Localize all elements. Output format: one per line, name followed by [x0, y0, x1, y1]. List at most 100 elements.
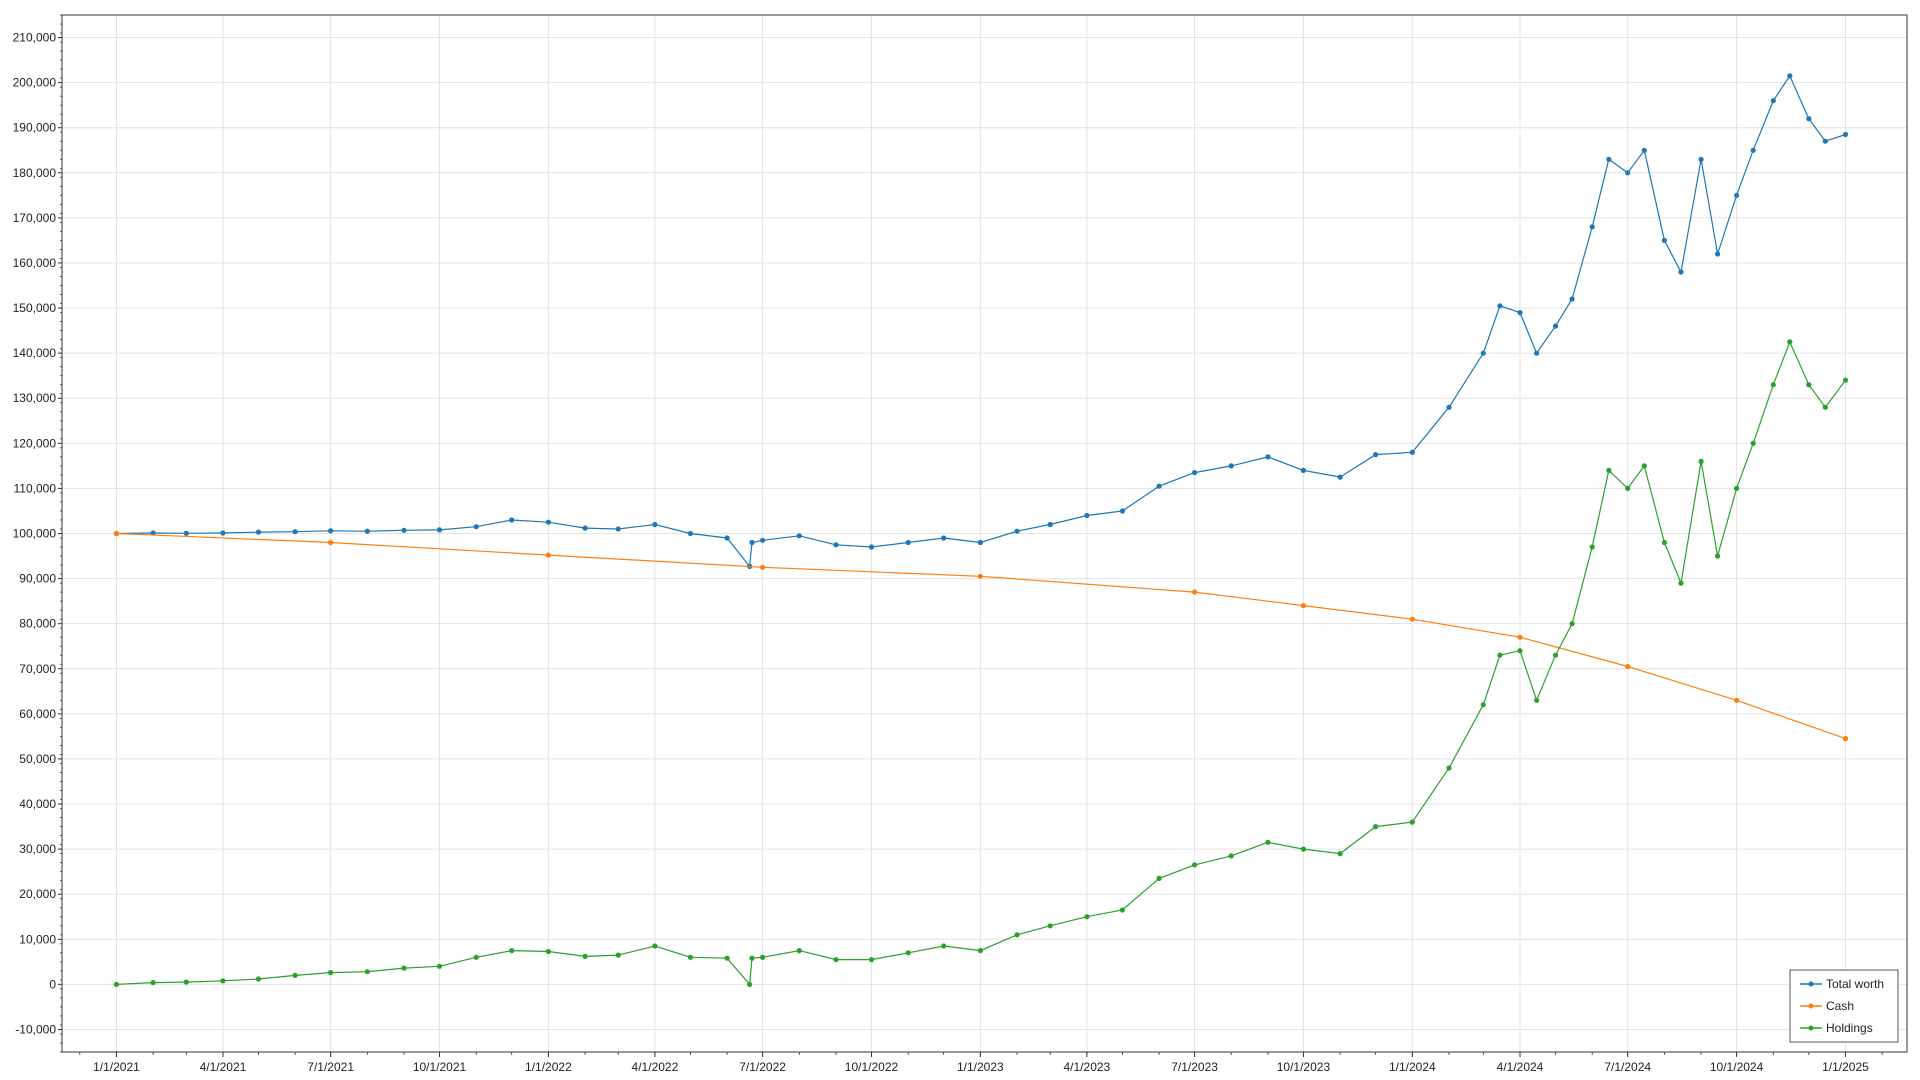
- y-tick-label: 20,000: [19, 887, 56, 901]
- x-tick-label: 10/1/2024: [1710, 1060, 1764, 1074]
- data-point-total-worth: [1228, 463, 1234, 469]
- y-tick-label: 200,000: [13, 76, 57, 90]
- data-point-holdings: [833, 957, 839, 963]
- data-point-holdings: [1409, 819, 1415, 825]
- data-point-holdings: [1047, 923, 1053, 929]
- data-point-holdings: [1192, 862, 1198, 868]
- y-tick-label: 80,000: [19, 617, 56, 631]
- data-point-holdings: [545, 948, 552, 955]
- data-point-holdings: [473, 954, 479, 960]
- data-point-total-worth: [941, 535, 947, 541]
- data-point-total-worth: [1446, 404, 1452, 410]
- x-tick-label: 1/1/2023: [957, 1060, 1004, 1074]
- legend-marker-holdings: [1808, 1025, 1814, 1031]
- data-point-holdings: [977, 948, 984, 954]
- data-point-holdings: [1661, 539, 1667, 546]
- data-point-total-worth: [1534, 350, 1540, 356]
- data-point-holdings: [1497, 652, 1503, 658]
- data-point-cash: [1842, 736, 1849, 742]
- data-point-holdings: [1534, 697, 1540, 703]
- data-point-holdings: [113, 981, 119, 988]
- data-point-total-worth: [796, 533, 802, 539]
- data-point-cash: [1517, 634, 1523, 640]
- data-point-total-worth: [1409, 449, 1415, 455]
- data-point-holdings: [1822, 404, 1828, 410]
- data-point-total-worth: [724, 535, 730, 541]
- data-point-holdings: [941, 943, 947, 949]
- data-point-holdings: [436, 963, 443, 969]
- y-tick-label: 70,000: [19, 662, 56, 676]
- legend-item-total-worth: Total worth: [1800, 977, 1884, 991]
- data-point-holdings: [582, 953, 588, 960]
- y-tick-label: 140,000: [13, 346, 57, 360]
- data-point-total-worth: [1606, 156, 1612, 162]
- data-point-holdings: [183, 979, 189, 985]
- data-point-holdings: [1337, 851, 1343, 857]
- data-point-total-worth: [1734, 192, 1740, 198]
- data-point-total-worth: [1806, 116, 1812, 122]
- data-point-cash: [545, 552, 552, 558]
- x-tick-label: 7/1/2022: [739, 1060, 786, 1074]
- series-line-cash: [116, 532, 1846, 740]
- data-point-total-worth: [1373, 452, 1379, 458]
- y-tick-label: 180,000: [13, 166, 57, 180]
- series-line-holdings: [116, 340, 1846, 986]
- data-point-cash: [1625, 663, 1631, 670]
- data-point-total-worth: [1569, 296, 1575, 302]
- data-point-total-worth: [1480, 350, 1486, 356]
- data-point-holdings: [255, 976, 262, 982]
- legend: Total worth Cash Holdings: [1789, 969, 1899, 1043]
- x-tick-label: 7/1/2023: [1171, 1060, 1218, 1074]
- data-point-holdings: [1119, 907, 1125, 913]
- y-tick-label: 110,000: [14, 481, 57, 495]
- data-point-total-worth: [977, 539, 984, 546]
- data-point-total-worth: [364, 528, 370, 534]
- axes: -10,000 0 10,000 20,000 30,000 40,000 50,000 60…: [13, 14, 1883, 1074]
- data-point-holdings: [328, 970, 334, 976]
- legend-item-cash: Cash: [1800, 999, 1854, 1013]
- data-point-holdings: [749, 955, 755, 961]
- data-point-holdings: [724, 955, 730, 961]
- y-tick-label: 130,000: [13, 391, 57, 405]
- data-point-holdings: [905, 950, 911, 956]
- data-point-cash: [977, 573, 984, 579]
- x-tick-label: 10/1/2023: [1277, 1060, 1331, 1074]
- data-point-holdings: [1517, 648, 1523, 654]
- data-point-total-worth: [1678, 269, 1684, 275]
- data-point-total-worth: [292, 529, 298, 535]
- y-tick-label: 10,000: [19, 932, 56, 946]
- data-point-total-worth: [1589, 224, 1595, 230]
- legend-marker-cash: [1808, 1003, 1814, 1009]
- data-point-holdings: [796, 948, 802, 954]
- data-point-holdings: [1734, 485, 1740, 491]
- data-point-holdings: [364, 969, 370, 975]
- legend-label-cash: Cash: [1826, 999, 1854, 1013]
- data-point-total-worth: [473, 524, 479, 530]
- data-point-holdings: [615, 952, 621, 958]
- y-tick-label: 40,000: [19, 797, 56, 811]
- data-point-holdings: [1480, 702, 1486, 708]
- legend-marker-total-worth: [1808, 981, 1814, 987]
- data-point-holdings: [150, 980, 156, 986]
- data-point-holdings: [1678, 580, 1684, 586]
- y-tick-label: -10,000: [15, 1022, 56, 1036]
- data-point-total-worth: [1084, 512, 1090, 519]
- y-tick-label: 120,000: [13, 436, 57, 450]
- data-point-total-worth: [615, 526, 621, 532]
- data-point-holdings: [1156, 875, 1162, 882]
- data-point-total-worth: [760, 537, 766, 543]
- legend-label-holdings: Holdings: [1826, 1021, 1873, 1035]
- data-point-total-worth: [652, 521, 658, 528]
- data-point-holdings: [1569, 621, 1575, 627]
- data-point-holdings: [220, 978, 226, 984]
- data-point-total-worth: [1014, 528, 1020, 534]
- data-point-cash: [1409, 616, 1415, 622]
- x-tick-label: 4/1/2023: [1064, 1060, 1111, 1074]
- data-point-cash: [1192, 589, 1198, 595]
- data-point-total-worth: [1750, 147, 1756, 153]
- data-point-total-worth: [1497, 303, 1503, 309]
- data-point-holdings: [1228, 853, 1234, 859]
- data-point-holdings: [868, 957, 875, 963]
- y-tick-label: 60,000: [19, 707, 56, 721]
